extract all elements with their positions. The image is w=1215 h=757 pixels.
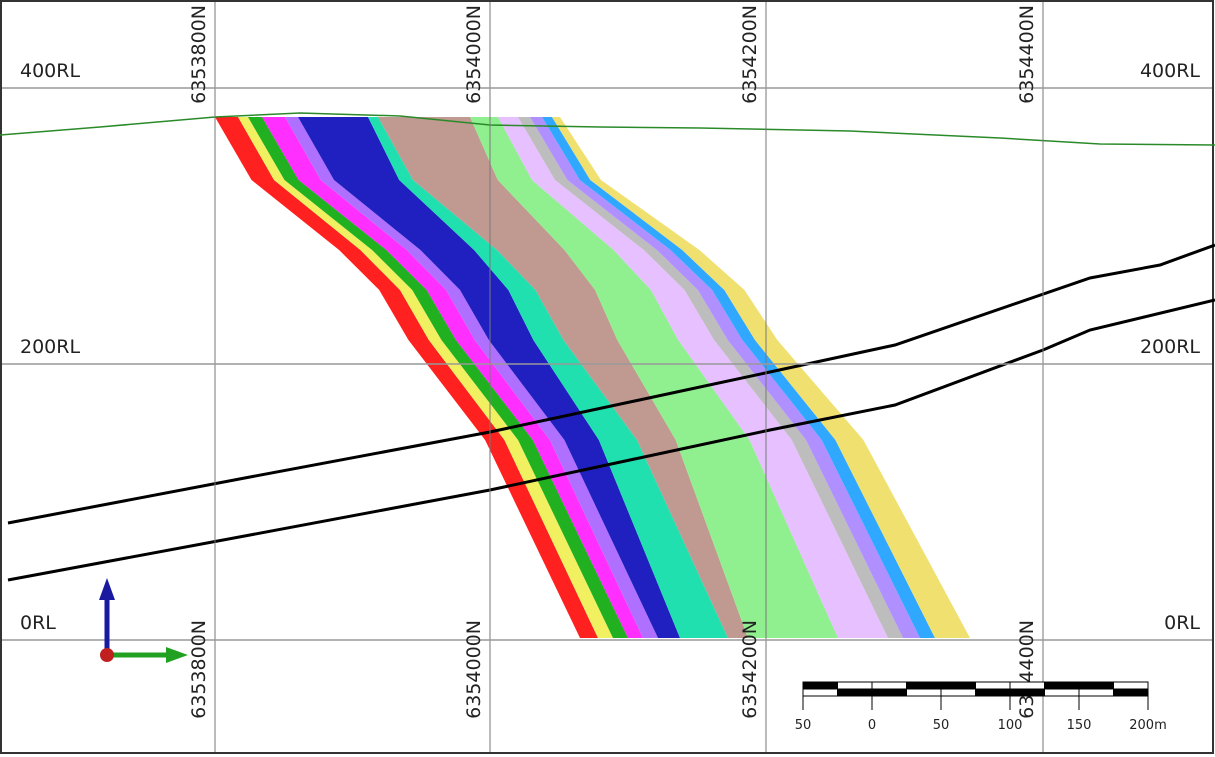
scale-segment [803, 682, 838, 689]
northing-label: 6354400N [1016, 620, 1038, 719]
scale-segment [1079, 689, 1114, 696]
scale-segment [1114, 689, 1149, 696]
scale-segment [803, 689, 838, 696]
northing-label: 6354000N [463, 5, 485, 104]
axis-x [100, 648, 114, 662]
northing-label: 6354400N [1016, 5, 1038, 104]
northing-label: 6354200N [739, 5, 761, 104]
scale-segment [1045, 689, 1080, 696]
scale-segment [907, 682, 942, 689]
scale-segment [907, 689, 942, 696]
scale-segment [872, 689, 907, 696]
scale-segment [1010, 682, 1045, 689]
scale-segment [838, 682, 873, 689]
scale-segment [1114, 682, 1149, 689]
scale-segment [872, 682, 907, 689]
scale-segment [1010, 689, 1045, 696]
northing-label: 6353800N [188, 5, 210, 104]
scale-label: 50 [933, 718, 950, 733]
scale-label: 50 [795, 718, 812, 733]
level-label: 400RL [20, 60, 80, 82]
level-label: 200RL [20, 336, 80, 358]
scale-segment [1079, 682, 1114, 689]
scale-segment [941, 689, 976, 696]
level-label: 400RL [1140, 60, 1200, 82]
scale-segment [1045, 682, 1080, 689]
scale-label: 200m [1129, 718, 1166, 733]
scale-segment [976, 689, 1011, 696]
scale-segment [976, 682, 1011, 689]
scale-label: 100 [998, 718, 1023, 733]
scale-segment [941, 682, 976, 689]
northing-label: 6354000N [463, 620, 485, 719]
scale-label: 0 [868, 718, 876, 733]
scale-segment [838, 689, 873, 696]
scale-label: 150 [1067, 718, 1092, 733]
section-view: 6353800N 6353800N 6354000N 6354000N 6354200N… [0, 0, 1215, 757]
northing-label: 6354200N [739, 620, 761, 719]
level-label: 0RL [1164, 612, 1200, 634]
level-label: 200RL [1140, 336, 1200, 358]
northing-label: 6353800N [188, 620, 210, 719]
level-label: 0RL [20, 612, 56, 634]
